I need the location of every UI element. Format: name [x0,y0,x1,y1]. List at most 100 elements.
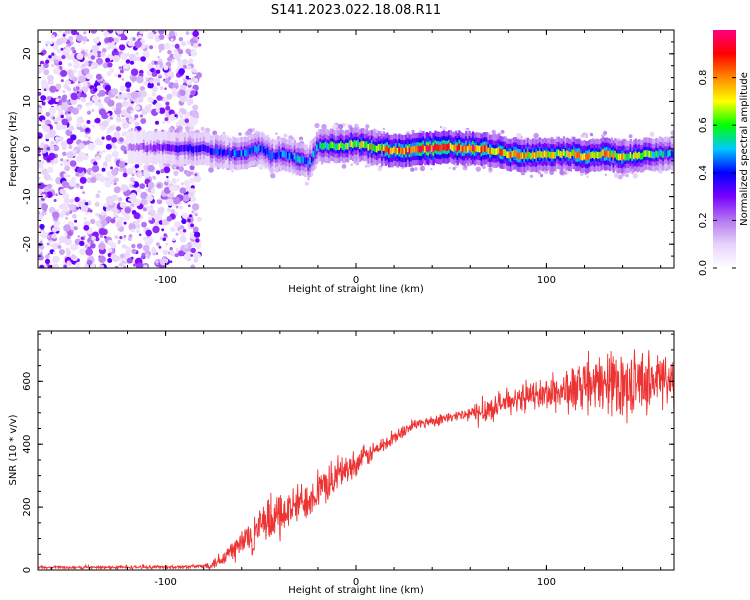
heatmap-noise-cell [175,120,184,128]
heatmap-noise-cell [178,68,185,75]
heatmap-noise-cell [43,78,47,82]
heatmap-noise-cell [52,251,56,255]
heatmap-noise-cell [164,87,167,90]
heatmap-signal-cell [161,144,165,152]
heatmap-signal-cell [550,152,554,159]
heatmap-noise-cell [96,57,103,65]
heatmap-noise-cell [84,134,88,138]
heatmap-noise-cell [40,63,44,67]
heatmap-noise-cell [133,263,136,267]
heatmap-noise-cell [84,53,88,57]
heatmap-noise-cell [130,60,134,65]
heatmap-signal-cell [547,150,550,158]
heatmap-halo-cell [300,138,303,141]
heatmap-signal-cell [266,147,269,155]
heatmap-signal-cell [240,149,243,157]
heatmap-signal-cell [465,143,468,151]
heatmap-signal-cell [537,151,540,158]
heatmap-noise-cell [50,63,55,68]
heatmap-noise-cell [83,217,88,221]
heatmap-noise-cell [191,210,194,213]
heatmap-signal-cell [639,153,643,160]
heatmap-noise-cell [158,74,162,78]
heatmap-signal-cell [535,152,538,159]
heatmap-noise-cell [166,198,174,206]
heatmap-noise-cell [38,66,43,74]
heatmap-noise-cell [118,66,122,70]
heatmap-noise-cell [155,260,159,264]
heatmap-noise-cell [79,240,85,247]
heatmap-signal-cell [160,144,163,151]
heatmap-signal-cell [509,152,512,159]
heatmap-noise-cell [70,254,76,259]
heatmap-noise-cell [172,52,181,60]
heatmap-signal-cell [574,151,578,159]
heatmap-noise-cell [194,231,201,238]
heatmap-signal-cell [633,152,636,160]
heatmap-signal-cell [225,150,228,157]
heatmap-signal-cell [374,145,377,152]
heatmap-signal-cell [381,146,384,154]
heatmap-halo-cell [500,129,505,134]
heatmap-noise-cell [77,200,84,207]
x-tick-label: 0 [353,275,359,286]
heatmap-noise-cell [81,85,89,92]
heatmap-noise-cell [164,42,171,50]
heatmap-signal-cell [345,142,348,150]
heatmap-signal-cell [557,149,560,157]
heatmap-halo-cell [178,166,184,172]
heatmap-noise-cell [131,248,137,254]
heatmap-noise-cell [113,179,117,183]
heatmap-signal-cell [262,146,266,154]
heatmap-signal-cell [259,145,262,153]
heatmap-noise-cell [122,172,128,178]
heatmap-signal-cell [141,143,144,150]
heatmap-noise-cell [174,228,177,231]
heatmap-noise-cell [126,257,133,264]
heatmap-noise-cell [138,233,142,237]
heatmap-noise-cell [47,166,54,173]
heatmap-noise-cell [64,232,68,236]
heatmap-noise-cell [185,251,192,258]
heatmap-signal-cell [410,147,413,154]
heatmap-noise-cell [115,221,122,228]
heatmap-signal-cell [621,154,624,161]
heatmap-noise-cell [45,111,51,117]
heatmap-noise-cell [84,49,89,53]
heatmap-noise-cell [131,182,135,185]
heatmap-noise-cell [156,170,161,175]
heatmap-noise-cell [179,205,183,210]
heatmap-halo-cell [559,170,565,176]
heatmap-noise-cell [105,57,111,63]
heatmap-signal-cell [400,147,403,155]
heatmap-signal-cell [494,148,497,156]
heatmap-noise-cell [162,121,166,124]
heatmap-signal-cell [446,144,449,151]
heatmap-signal-cell [286,151,290,159]
heatmap-noise-cell [185,170,191,176]
heatmap-noise-cell [38,213,43,220]
heatmap-noise-cell [87,136,92,140]
heatmap-signal-cell [643,150,646,157]
heatmap-signal-cell [418,145,422,153]
heatmap-noise-cell [174,114,177,117]
heatmap-noise-cell [158,34,165,40]
heatmap-signal-cell [204,145,207,152]
heatmap-signal-cell [338,143,341,150]
heatmap-noise-cell [45,59,50,64]
heatmap-noise-cell [166,208,171,213]
heatmap-noise-cell [113,212,117,217]
heatmap-noise-cell [52,211,60,219]
heatmap-noise-cell [97,151,100,154]
heatmap-signal-cell [312,150,315,158]
heatmap-signal-cell [528,152,531,159]
heatmap-noise-cell [97,93,100,97]
heatmap-signal-cell [340,141,343,149]
heatmap-noise-cell [104,180,112,188]
heatmap-noise-cell [40,203,49,211]
heatmap-noise-cell [58,242,62,246]
heatmap-noise-cell [107,258,113,263]
heatmap-noise-cell [38,203,42,210]
heatmap-noise-cell [151,91,157,97]
heatmap-signal-cell [264,148,267,156]
